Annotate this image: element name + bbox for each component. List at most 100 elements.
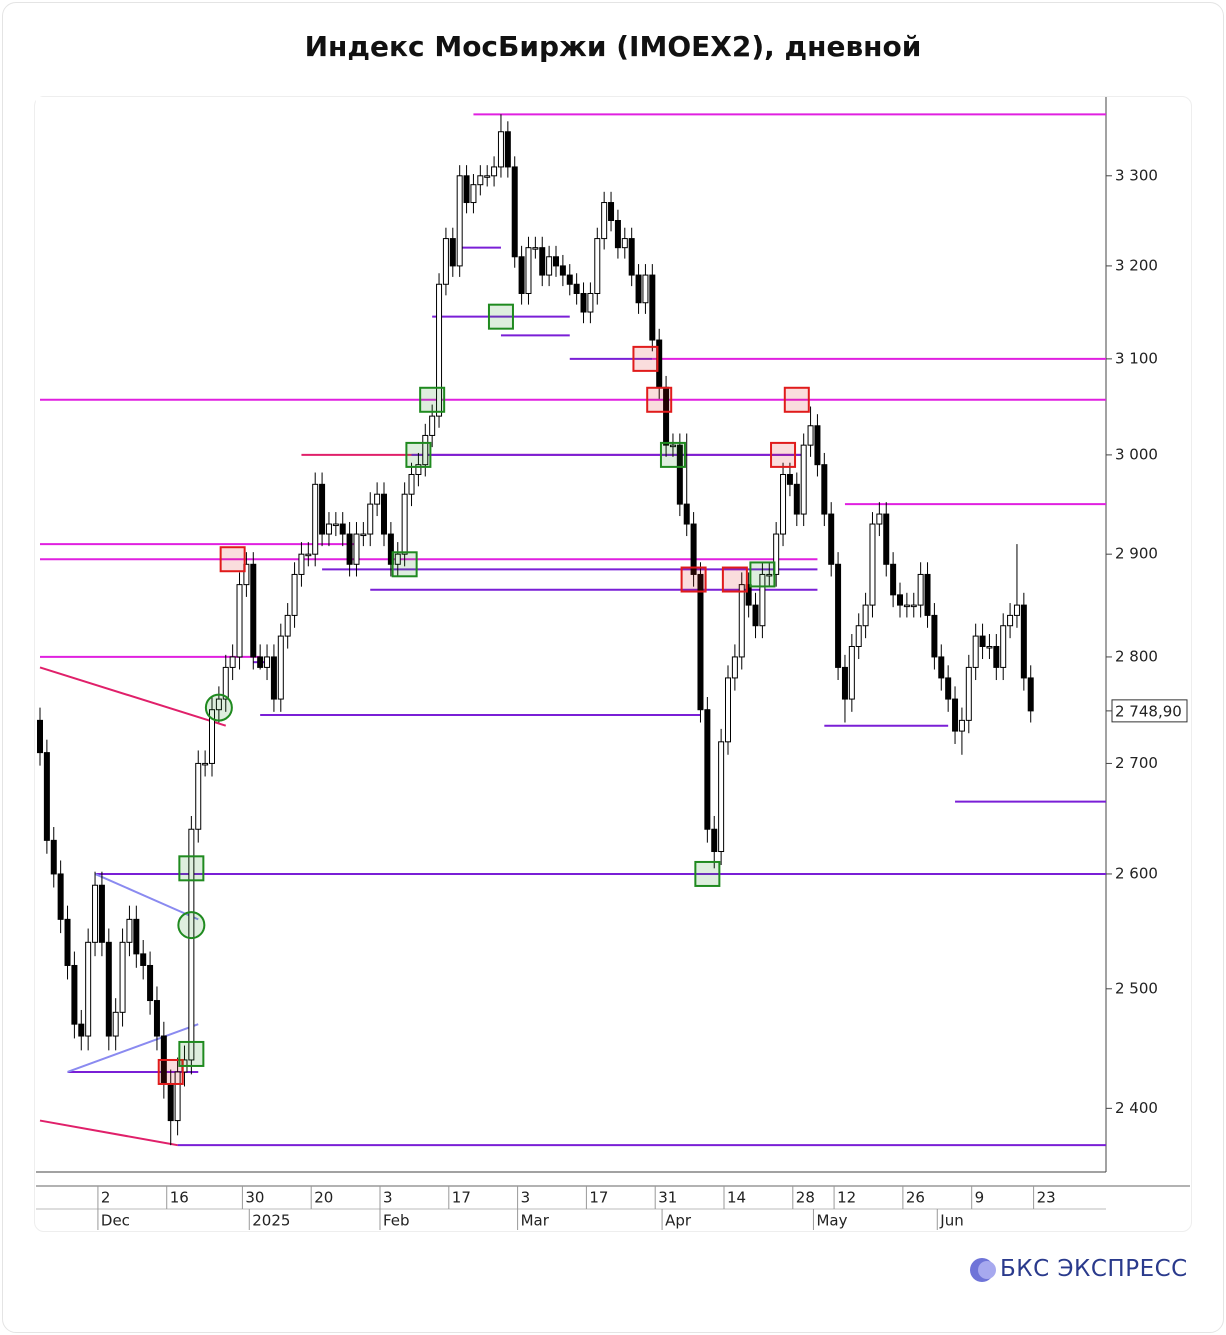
candle-body bbox=[50, 839, 57, 875]
month-tick-label: May bbox=[816, 1212, 847, 1230]
candle-body bbox=[222, 666, 229, 700]
candle-body bbox=[676, 444, 683, 505]
signal-box bbox=[219, 546, 246, 573]
candle-body bbox=[752, 604, 759, 627]
x-tick-label: 30 bbox=[245, 1189, 264, 1207]
candle-body bbox=[738, 584, 745, 658]
candle-body bbox=[463, 175, 470, 204]
candle-body bbox=[718, 741, 725, 853]
candle-body bbox=[367, 503, 374, 535]
candle-body bbox=[215, 698, 222, 711]
candle-body bbox=[105, 941, 112, 1037]
signal-box bbox=[749, 561, 776, 588]
y-tick-label: 3 200 bbox=[1115, 256, 1158, 274]
candle-body bbox=[511, 166, 518, 258]
candle-body bbox=[848, 645, 855, 700]
candle-body bbox=[573, 283, 580, 294]
signal-box bbox=[178, 1040, 205, 1067]
candle-body bbox=[85, 941, 92, 1037]
plot-area bbox=[36, 97, 1106, 1170]
month-tick-label: Feb bbox=[383, 1212, 410, 1230]
candle-body bbox=[745, 584, 752, 606]
candle-body bbox=[284, 614, 291, 637]
candle-body bbox=[209, 709, 215, 764]
candle-body bbox=[43, 752, 50, 841]
candle-body bbox=[580, 292, 587, 313]
x-tick-label: 2 bbox=[101, 1189, 111, 1207]
candle-body bbox=[291, 573, 298, 616]
candle-body bbox=[821, 464, 828, 515]
candle-body bbox=[491, 166, 498, 177]
candle-body bbox=[119, 941, 126, 1013]
candle-body bbox=[669, 444, 676, 448]
candle-body bbox=[979, 635, 986, 647]
signal-box bbox=[405, 441, 432, 468]
candle-body bbox=[71, 964, 78, 1025]
candle-body bbox=[841, 666, 848, 700]
x-tick-label: 28 bbox=[796, 1189, 815, 1207]
candle-body bbox=[601, 202, 608, 240]
candle-body bbox=[195, 762, 202, 830]
candle-body bbox=[890, 563, 897, 596]
candle-body bbox=[862, 604, 869, 627]
candle-body bbox=[546, 256, 553, 276]
candle-body bbox=[360, 533, 367, 537]
candle-body bbox=[608, 202, 615, 222]
candle-body bbox=[725, 677, 731, 743]
x-tick-label: 20 bbox=[314, 1189, 333, 1207]
candle-body bbox=[614, 220, 621, 249]
month-tick-label: Apr bbox=[665, 1212, 692, 1230]
candle-body bbox=[938, 656, 945, 679]
candle-body bbox=[704, 709, 711, 830]
candle-body bbox=[518, 256, 525, 294]
candle-body bbox=[332, 523, 339, 527]
y-tick-label: 3 000 bbox=[1115, 445, 1158, 463]
candle-body bbox=[305, 553, 312, 557]
candle-body bbox=[422, 434, 429, 466]
candle-body bbox=[1027, 677, 1034, 712]
candle-body bbox=[1000, 625, 1007, 668]
candle-body bbox=[387, 533, 394, 565]
candle-body bbox=[353, 533, 360, 565]
y-tick-label: 2 500 bbox=[1115, 979, 1158, 997]
candle-body bbox=[559, 265, 566, 276]
x-tick-label: 26 bbox=[906, 1189, 925, 1207]
candle-body bbox=[312, 483, 319, 555]
candle-body bbox=[277, 635, 284, 700]
candle-body bbox=[553, 256, 559, 267]
candle-body bbox=[1020, 604, 1027, 679]
signal-box bbox=[646, 386, 673, 413]
candle-body bbox=[897, 594, 903, 606]
candle-body bbox=[319, 483, 326, 535]
candle-body bbox=[759, 573, 766, 627]
candle-body bbox=[766, 573, 773, 577]
candle-body bbox=[903, 604, 910, 608]
candle-body bbox=[690, 523, 697, 575]
candle-body bbox=[415, 464, 422, 475]
candle-body bbox=[153, 1000, 160, 1037]
signal-box bbox=[178, 855, 205, 882]
candle-body bbox=[381, 493, 387, 535]
candle-body bbox=[298, 553, 305, 575]
candle-body bbox=[952, 698, 959, 732]
candle-body bbox=[346, 533, 353, 565]
candle-body bbox=[814, 425, 821, 466]
x-tick-label: 3 bbox=[383, 1189, 393, 1207]
candle-body bbox=[408, 473, 415, 495]
y-tick-label: 2 600 bbox=[1115, 864, 1158, 882]
plot-layer bbox=[37, 113, 1106, 1147]
signal-box bbox=[391, 551, 418, 578]
candle-body bbox=[1007, 614, 1014, 627]
candle-body bbox=[92, 884, 99, 943]
candle-body bbox=[270, 656, 277, 700]
candle-body bbox=[339, 523, 346, 535]
candle-body bbox=[1013, 604, 1020, 616]
candle-body bbox=[965, 666, 972, 721]
candle-body bbox=[876, 513, 883, 525]
candle-body bbox=[442, 238, 449, 285]
signal-box bbox=[419, 386, 446, 413]
signal-box bbox=[487, 303, 514, 330]
brand-logo: БКС ЭКСПРЕСС bbox=[968, 1254, 1198, 1286]
chart-title: Индекс МосБиржи (IMOEX2), дневной bbox=[304, 30, 922, 63]
signal-box bbox=[680, 566, 707, 593]
